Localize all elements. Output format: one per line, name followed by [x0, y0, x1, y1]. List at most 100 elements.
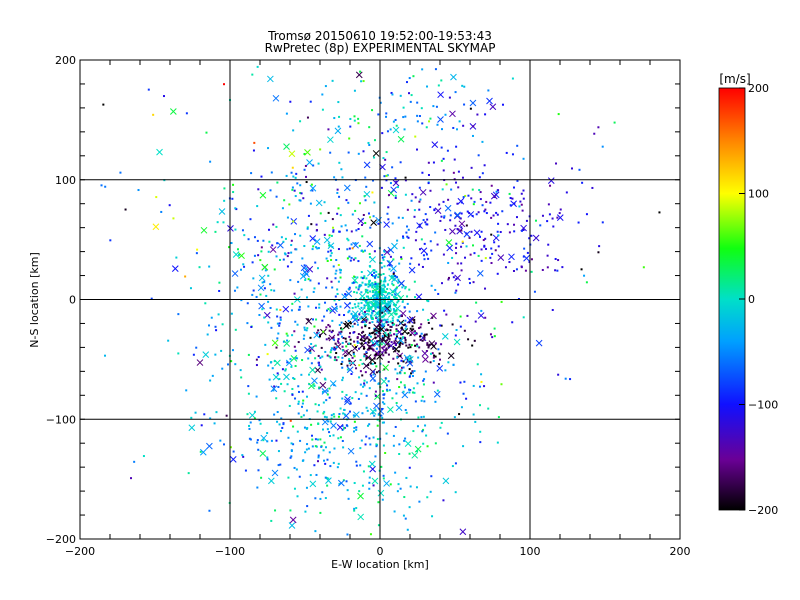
- data-point: [290, 449, 293, 452]
- data-point: [484, 287, 487, 290]
- data-point: [473, 339, 476, 342]
- data-point: [460, 212, 463, 215]
- data-point: [277, 385, 280, 388]
- data-point-x: [459, 528, 467, 536]
- data-point: [515, 268, 518, 271]
- data-point-x: [395, 404, 403, 412]
- data-point: [379, 101, 382, 104]
- data-point: [332, 229, 335, 232]
- data-point: [255, 364, 258, 367]
- data-point: [340, 225, 343, 228]
- data-point: [294, 176, 297, 179]
- data-point: [285, 332, 288, 335]
- data-point: [341, 356, 344, 359]
- data-point-x: [319, 381, 327, 389]
- data-point: [386, 174, 389, 177]
- colorbar-tick-label: 200: [748, 82, 769, 95]
- data-point: [257, 188, 260, 191]
- data-point: [353, 344, 356, 347]
- data-point: [367, 364, 370, 367]
- data-point: [415, 486, 418, 489]
- data-point-x: [399, 310, 407, 317]
- data-point: [377, 293, 380, 296]
- data-point: [353, 482, 356, 485]
- data-point: [403, 496, 406, 499]
- data-point: [467, 338, 470, 341]
- data-point: [287, 252, 290, 255]
- data-point: [328, 329, 331, 332]
- data-point: [352, 331, 355, 334]
- data-point: [382, 421, 385, 424]
- data-point: [388, 268, 391, 271]
- data-point-x: [370, 219, 378, 226]
- data-point: [304, 510, 307, 513]
- data-point: [330, 417, 333, 420]
- data-point: [373, 327, 376, 330]
- data-point: [384, 291, 387, 294]
- data-point: [380, 414, 383, 417]
- data-point: [279, 258, 282, 261]
- data-point: [463, 329, 466, 332]
- data-point: [366, 318, 369, 321]
- data-point: [371, 316, 374, 319]
- data-point: [434, 355, 437, 358]
- data-point-x: [369, 256, 376, 263]
- data-point: [441, 282, 444, 285]
- data-point: [325, 309, 328, 312]
- data-point: [447, 361, 450, 364]
- y-tick-label: −100: [46, 413, 76, 426]
- data-point: [396, 378, 399, 381]
- data-point: [373, 294, 376, 297]
- data-point: [306, 226, 309, 229]
- data-point: [382, 308, 385, 311]
- data-point: [524, 269, 527, 272]
- data-point: [501, 210, 504, 213]
- data-point: [232, 183, 235, 186]
- data-point: [361, 374, 364, 377]
- data-point: [338, 115, 341, 118]
- data-point: [422, 219, 425, 222]
- data-point: [374, 336, 377, 339]
- data-point: [380, 273, 383, 276]
- data-point: [404, 437, 407, 440]
- data-point: [243, 265, 246, 268]
- data-point-x: [272, 94, 280, 102]
- data-point: [372, 436, 375, 439]
- data-point: [301, 390, 304, 393]
- data-point: [273, 413, 276, 416]
- data-point: [378, 297, 381, 300]
- data-point: [394, 177, 397, 180]
- data-point: [372, 484, 375, 487]
- data-point: [416, 101, 419, 104]
- data-point: [383, 302, 386, 305]
- data-point: [341, 397, 344, 400]
- data-point: [316, 229, 319, 232]
- data-point: [327, 308, 330, 311]
- data-point: [382, 319, 385, 322]
- data-point: [436, 123, 439, 126]
- data-point: [368, 264, 371, 267]
- colorbar-tick-label: −100: [748, 399, 778, 412]
- data-point: [377, 273, 380, 276]
- data-point: [257, 254, 260, 257]
- data-point: [323, 441, 326, 444]
- data-point: [393, 309, 396, 312]
- data-point: [350, 312, 353, 315]
- data-point: [338, 230, 341, 233]
- data-point: [370, 316, 373, 319]
- data-point: [369, 533, 372, 536]
- data-point: [283, 252, 286, 255]
- data-point-x: [382, 364, 389, 371]
- data-point: [394, 303, 397, 306]
- data-point: [395, 287, 398, 290]
- data-point: [383, 306, 386, 309]
- data-point: [293, 330, 296, 333]
- data-point: [472, 413, 475, 416]
- data-point-x: [305, 317, 313, 325]
- data-point: [321, 491, 324, 494]
- data-point: [408, 77, 411, 80]
- data-point-x: [271, 469, 279, 477]
- data-point: [374, 353, 377, 356]
- data-point: [315, 223, 318, 226]
- data-point: [192, 353, 195, 356]
